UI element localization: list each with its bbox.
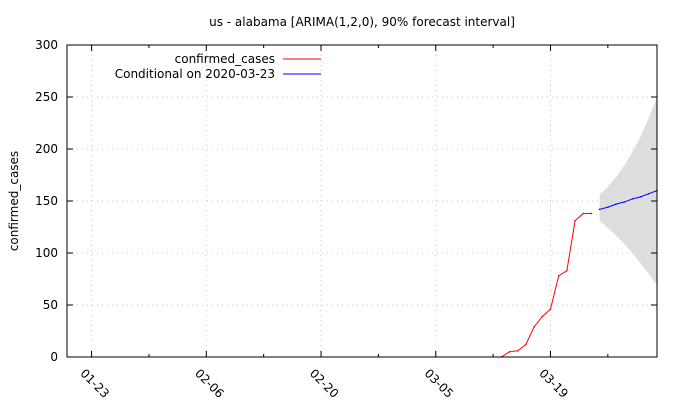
y-tick-label: 0 (50, 350, 58, 364)
legend-label-conditional: Conditional on 2020-03-23 (115, 67, 275, 81)
data-point (549, 308, 552, 310)
x-tick-label: 03-19 (536, 366, 571, 400)
data-point (574, 219, 576, 222)
series-line-1 (599, 190, 658, 210)
x-tick-label: 01-23 (77, 366, 112, 400)
data-point (607, 206, 609, 209)
data-point (623, 201, 626, 203)
y-tick-label: 100 (35, 246, 58, 260)
data-point (508, 351, 511, 353)
data-point (590, 212, 593, 215)
y-axis-label: confirmed_cases (7, 151, 21, 251)
data-point (631, 198, 634, 200)
legend-label-confirmed-cases: confirmed_cases (175, 52, 275, 66)
data-point (557, 275, 560, 277)
y-tick-label: 50 (43, 298, 58, 312)
data-point (639, 196, 642, 198)
y-tick-label: 300 (35, 38, 58, 52)
data-point (516, 349, 519, 352)
forecast-interval-band (599, 97, 657, 286)
data-point (582, 212, 585, 215)
chart-title: us - alabama [ARIMA(1,2,0), 90% forecast… (209, 15, 515, 29)
data-point (615, 203, 617, 205)
axis-ticks: 0 50 100 150 200 250 300 01-23 02-06 02-20 03-05 03… (35, 38, 657, 400)
data-point (533, 326, 535, 328)
y-tick-label: 200 (35, 142, 58, 156)
forecast-interval-area (599, 97, 657, 286)
data-point (541, 315, 544, 318)
y-tick-label: 150 (35, 194, 58, 208)
y-tick-label: 250 (35, 90, 58, 104)
data-point (566, 269, 568, 272)
data-point (598, 208, 601, 211)
series-line-0 (501, 212, 592, 358)
grid (67, 45, 657, 357)
x-tick-label: 02-20 (307, 366, 342, 400)
x-tick-label: 03-05 (422, 366, 457, 400)
x-tick-label: 02-06 (192, 366, 227, 400)
data-point (525, 343, 527, 346)
legend: confirmed_cases Conditional on 2020-03-2… (115, 52, 321, 81)
data-point (648, 192, 650, 195)
